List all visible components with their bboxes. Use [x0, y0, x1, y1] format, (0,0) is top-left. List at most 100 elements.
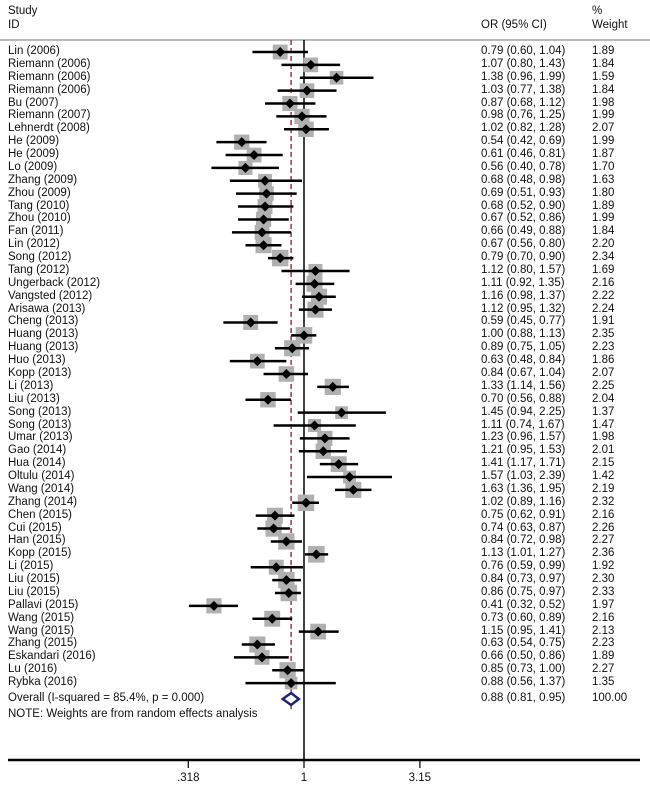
header-id: ID: [8, 19, 20, 31]
or-ci-value: 0.63 (0.54, 0.75): [481, 637, 566, 650]
point-estimate: [283, 587, 294, 598]
or-ci-value: 0.59 (0.45, 0.77): [481, 315, 566, 328]
study-label: Han (2015): [8, 534, 66, 547]
weight-value: 2.07: [592, 367, 615, 379]
study-label: Kopp (2013): [8, 367, 72, 379]
weight-value: 2.26: [592, 521, 615, 534]
weight-value: 2.19: [592, 482, 615, 495]
point-estimate: [309, 420, 320, 431]
or-ci-value: 0.84 (0.67, 1.04): [481, 367, 566, 379]
point-estimate: [310, 265, 321, 276]
or-ci-value: 1.63 (1.36, 1.95): [481, 482, 566, 495]
or-ci-value: 1.02 (0.82, 1.28): [481, 122, 566, 135]
study-label: Lu (2016): [8, 663, 58, 676]
or-ci-value: 0.87 (0.68, 1.12): [481, 96, 566, 109]
point-estimate: [284, 98, 295, 109]
point-estimate: [262, 394, 273, 405]
study-label: Cheng (2013): [8, 315, 79, 328]
or-ci-value: 0.75 (0.62, 0.91): [481, 508, 566, 521]
or-ci-value: 0.61 (0.46, 0.81): [481, 148, 566, 161]
weight-value: 2.13: [592, 624, 615, 637]
study-label: Liu (2015): [8, 573, 60, 586]
or-ci-value: 0.68 (0.52, 0.90): [481, 199, 566, 212]
study-label: He (2009): [8, 135, 60, 148]
point-estimate: [336, 407, 347, 418]
point-estimate: [252, 639, 263, 650]
point-estimate: [258, 214, 269, 225]
x-tick-label: 3.15: [408, 772, 432, 784]
weight-value: 2.36: [592, 547, 615, 560]
study-label: Zhang (2015): [8, 637, 78, 650]
weight-value: 2.23: [592, 637, 615, 650]
study-label: Eskandari (2016): [8, 650, 96, 663]
weight-value: 1.42: [592, 470, 615, 483]
or-ci-value: 0.84 (0.72, 0.98): [481, 534, 566, 547]
point-estimate: [282, 665, 293, 676]
header-study: Study: [8, 5, 38, 17]
x-tick-label: 1: [300, 772, 308, 784]
point-estimate: [281, 536, 292, 547]
or-ci-value: 0.66 (0.49, 0.88): [481, 225, 566, 238]
study-label: Song (2013): [8, 405, 72, 418]
study-label: Huo (2013): [8, 354, 66, 367]
header-weight: Weight: [592, 19, 628, 31]
study-label: Song (2013): [8, 418, 72, 431]
study-label: Wang (2015): [8, 624, 75, 637]
or-ci-value: 0.89 (0.75, 1.05): [481, 341, 566, 354]
point-estimate: [327, 381, 338, 392]
weight-value: 1.47: [592, 418, 615, 431]
weight-value: 1.89: [592, 45, 615, 57]
study-label: Wang (2014): [8, 482, 75, 495]
weight-value: 1.84: [592, 57, 615, 70]
or-ci-value: 0.88 (0.56, 1.37): [481, 676, 566, 689]
weight-value: 1.99: [592, 135, 615, 148]
weight-value: 1.89: [592, 650, 615, 663]
study-label: Chen (2015): [8, 508, 72, 521]
point-estimate: [258, 240, 269, 251]
point-estimate: [301, 124, 312, 135]
study-label: Riemann (2006): [8, 57, 91, 70]
point-estimate: [240, 162, 251, 173]
weight-value: 1.84: [592, 83, 615, 96]
point-estimate: [275, 253, 286, 264]
or-ci-value: 0.70 (0.56, 0.88): [481, 392, 566, 405]
point-estimate: [305, 59, 316, 70]
point-estimate: [331, 72, 342, 83]
weight-value: 1.59: [592, 70, 615, 83]
or-ci-value: 1.00 (0.88, 1.13): [481, 328, 566, 341]
weight-value: 2.01: [592, 444, 615, 457]
or-ci-value: 0.66 (0.50, 0.86): [481, 650, 566, 663]
point-estimate: [249, 150, 260, 161]
or-ci-value: 0.84 (0.73, 0.97): [481, 573, 566, 586]
study-label: Tang (2010): [8, 199, 70, 212]
weight-value: 1.35: [592, 676, 615, 689]
or-ci-value: 1.33 (1.14, 1.56): [481, 379, 566, 392]
header-ci: OR (95% CI): [481, 19, 547, 31]
study-label: Ungerback (2012): [8, 276, 101, 289]
point-estimate: [260, 175, 271, 186]
or-ci-value: 1.45 (0.94, 2.25): [481, 405, 566, 418]
or-ci-value: 0.86 (0.75, 0.97): [481, 585, 566, 598]
or-ci-value: 0.67 (0.56, 0.80): [481, 238, 566, 251]
weight-value: 1.87: [592, 148, 615, 161]
weight-value: 1.92: [592, 560, 615, 573]
point-estimate: [296, 111, 307, 122]
study-label: Lin (2006): [8, 45, 60, 57]
or-ci-value: 0.85 (0.73, 1.00): [481, 663, 566, 676]
weight-value: 1.97: [592, 598, 615, 611]
overall-label: Overall (I-squared = 85.4%, p = 0.000): [8, 692, 205, 704]
or-ci-value: 0.67 (0.52, 0.86): [481, 212, 566, 225]
or-ci-value: 1.13 (1.01, 1.27): [481, 547, 566, 560]
point-estimate: [313, 291, 324, 302]
study-label: Zhang (2014): [8, 495, 78, 508]
weight-value: 1.69: [592, 263, 615, 276]
or-ci-value: 1.41 (1.17, 1.71): [481, 457, 566, 470]
note-text: NOTE: Weights are from random effects an…: [8, 708, 258, 720]
study-label: Lo (2009): [8, 160, 58, 173]
study-label: Gao (2014): [8, 444, 67, 457]
weight-value: 1.99: [592, 212, 615, 225]
study-label: Huang (2013): [8, 328, 79, 341]
study-label: Tang (2012): [8, 263, 70, 276]
or-ci-value: 0.74 (0.63, 0.87): [481, 521, 566, 534]
